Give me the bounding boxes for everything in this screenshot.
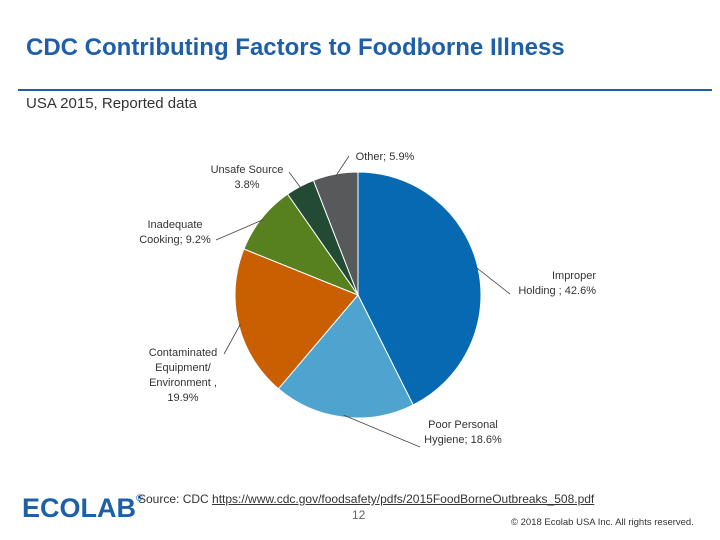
source-link[interactable]: https://www.cdc.gov/foodsafety/pdfs/2015… <box>212 492 595 506</box>
pie-slice-other <box>312 171 359 296</box>
ecolab-logo: ECOLAB® <box>22 493 143 524</box>
copyright-notice: © 2018 Ecolab USA Inc. All rights reserv… <box>511 517 694 528</box>
pie-slice-poor-personal-hygiene <box>277 294 414 419</box>
title-divider <box>18 89 712 91</box>
leader-line-unsafe-source <box>288 171 302 189</box>
pie-label-inadequate-cooking: Inadequate Cooking; 9.2% <box>139 219 211 246</box>
pie-label-other: Other; 5.9% <box>356 151 415 163</box>
pie-label-improper-holding: Improper Holding ; 42.6% <box>518 270 596 297</box>
leader-line-inadequate-cooking <box>215 219 264 241</box>
leader-line-poor-personal-hygiene <box>343 414 421 448</box>
leader-line-improper-holding <box>475 266 511 295</box>
source-prefix: Source: CDC <box>138 492 209 506</box>
logo-text: ECOLAB <box>22 493 136 523</box>
page-title: CDC Contributing Factors to Foodborne Il… <box>26 34 565 61</box>
pie-slice-contaminated-equipment-environment <box>234 248 359 390</box>
subtitle: USA 2015, Reported data <box>26 95 197 112</box>
leader-line-other <box>335 155 350 177</box>
pie-label-contaminated-equipment-environment: Contaminated Equipment/Environment , 19.9% <box>149 347 218 404</box>
pie-slice-improper-holding <box>357 171 482 406</box>
pie-label-unsafe-source: Unsafe Source 3.8% <box>211 164 284 191</box>
leader-line-contaminated-equipment-environment <box>223 323 241 355</box>
source-citation: Source: CDC https://www.cdc.gov/foodsafe… <box>138 492 594 506</box>
page-number: 12 <box>352 508 366 522</box>
logo-registered-mark: ® <box>136 493 143 503</box>
pie-label-poor-personal-hygiene: Poor Personal Hygiene; 18.6% <box>424 419 502 446</box>
